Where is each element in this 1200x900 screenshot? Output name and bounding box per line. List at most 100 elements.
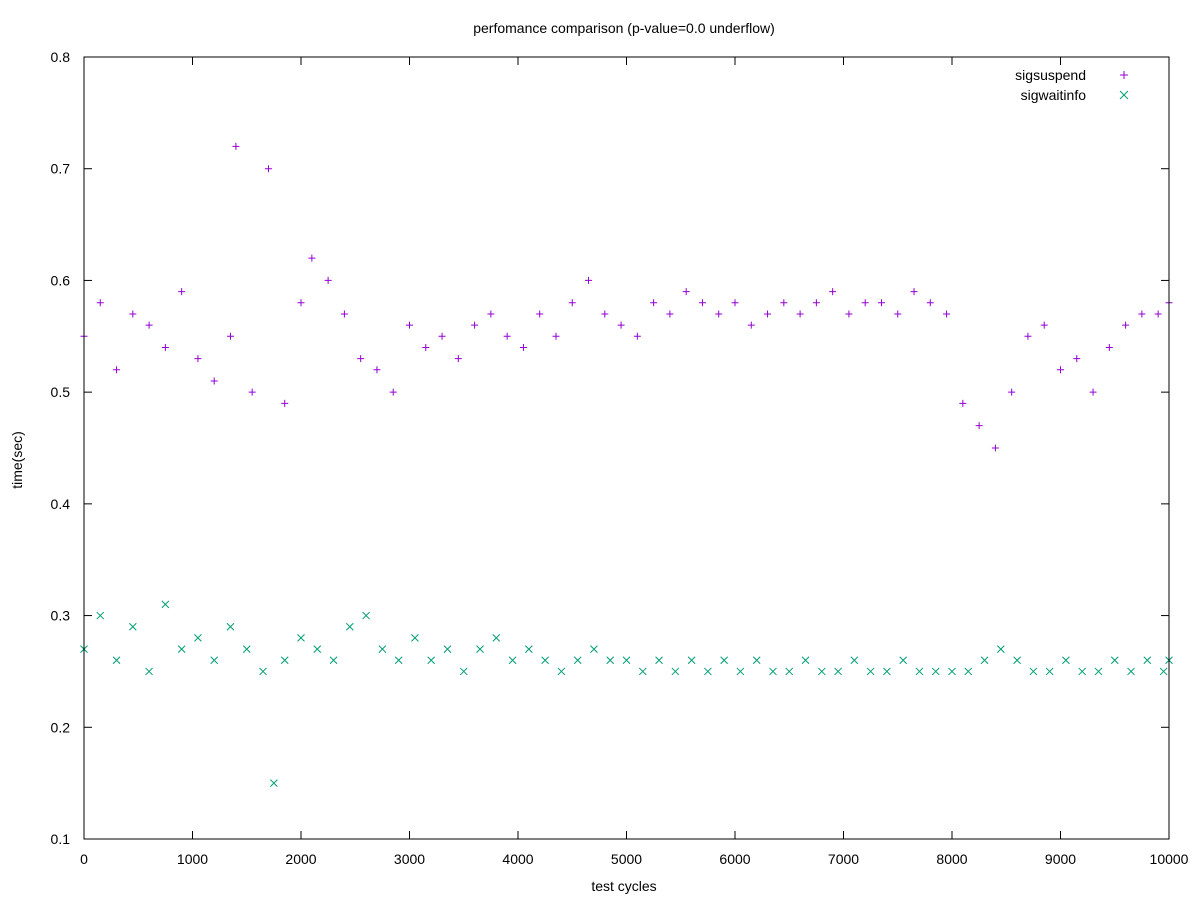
data-point xyxy=(226,622,235,631)
data-point xyxy=(373,366,381,374)
x-tick-labels: 0 1000 2000 3000 4000 5000 6000 7000 8000 9000 100… xyxy=(80,851,1189,867)
data-point xyxy=(471,321,479,329)
data-point xyxy=(427,656,436,665)
data-point xyxy=(585,276,593,284)
data-point xyxy=(606,656,615,665)
data-point xyxy=(177,645,186,653)
x-axis-title: test cycles xyxy=(591,878,656,894)
data-point xyxy=(557,667,566,676)
x-tick-label: 8000 xyxy=(936,851,967,867)
data-point xyxy=(747,321,755,329)
data-point xyxy=(764,310,772,318)
data-point xyxy=(232,142,240,150)
y-tick-label: 0.7 xyxy=(51,161,71,177)
data-point xyxy=(270,779,278,787)
data-point xyxy=(96,611,105,620)
data-point xyxy=(406,321,413,329)
y-tick-label: 0.4 xyxy=(51,496,71,512)
data-point xyxy=(752,656,761,665)
data-point xyxy=(943,310,951,318)
series-sigwaitinfo xyxy=(80,600,1173,787)
data-point xyxy=(340,310,348,318)
data-point xyxy=(894,310,902,318)
data-point xyxy=(1073,355,1081,363)
data-point xyxy=(720,656,729,665)
data-point xyxy=(915,667,924,676)
data-point xyxy=(1078,667,1087,676)
data-point xyxy=(975,422,983,430)
data-point xyxy=(443,645,452,653)
data-point xyxy=(931,667,940,676)
data-point xyxy=(411,634,419,642)
x-tick-label: 10000 xyxy=(1150,851,1189,867)
data-point xyxy=(1040,321,1048,329)
data-point xyxy=(812,299,820,307)
data-point xyxy=(357,355,365,363)
data-point xyxy=(996,645,1005,653)
data-point xyxy=(378,645,387,653)
data-point xyxy=(1024,332,1032,340)
data-point xyxy=(161,343,169,351)
data-point xyxy=(313,645,322,653)
data-point xyxy=(210,656,219,665)
legend-label-sigwaitinfo: sigwaitinfo xyxy=(1021,87,1087,103)
data-point xyxy=(715,310,723,318)
y-tick-label: 0.1 xyxy=(51,831,71,847)
data-point xyxy=(454,355,462,363)
data-point xyxy=(948,667,956,676)
x-tick-label: 5000 xyxy=(611,851,642,867)
legend-marker-sigsuspend xyxy=(1120,71,1128,79)
data-point xyxy=(329,656,338,665)
data-point xyxy=(666,310,674,318)
data-point xyxy=(1094,667,1103,676)
x-tick-label: 2000 xyxy=(285,851,316,867)
data-point xyxy=(324,276,332,284)
data-point xyxy=(573,656,582,665)
data-point xyxy=(633,332,641,340)
data-point xyxy=(655,656,663,665)
series-sigsuspend xyxy=(80,142,1173,452)
data-point xyxy=(601,310,609,318)
data-point xyxy=(1110,656,1119,665)
data-point xyxy=(541,656,549,665)
data-point xyxy=(780,299,788,307)
data-point xyxy=(682,288,690,296)
data-point xyxy=(964,667,973,676)
data-point xyxy=(459,667,468,676)
data-point xyxy=(1105,343,1113,351)
plot-frame xyxy=(83,56,1170,840)
data-point xyxy=(161,600,170,609)
data-point xyxy=(281,399,289,407)
data-point xyxy=(801,656,810,665)
y-tick-label: 0.2 xyxy=(51,719,71,735)
data-point xyxy=(226,332,234,340)
data-point xyxy=(698,299,706,307)
y-tick-label: 0.8 xyxy=(51,49,71,65)
data-point xyxy=(194,634,202,642)
legend-label-sigsuspend: sigsuspend xyxy=(1015,67,1086,83)
data-point xyxy=(622,656,631,665)
data-point xyxy=(1089,388,1097,396)
data-point xyxy=(242,645,251,653)
data-point xyxy=(113,366,121,374)
x-tick-label: 7000 xyxy=(828,851,859,867)
data-point xyxy=(1029,667,1038,676)
data-point xyxy=(877,299,885,307)
data-point xyxy=(883,667,891,676)
data-point xyxy=(259,667,267,676)
data-point xyxy=(785,667,794,676)
data-point xyxy=(297,299,305,307)
data-point xyxy=(438,332,446,340)
data-point xyxy=(568,299,576,307)
data-point xyxy=(617,321,625,329)
data-point xyxy=(264,165,272,173)
data-point xyxy=(861,299,869,307)
data-point xyxy=(1143,656,1152,665)
legend: sigsuspend sigwaitinfo xyxy=(1015,67,1129,103)
data-point xyxy=(1138,310,1146,318)
x-tick-label: 9000 xyxy=(1045,851,1076,867)
data-point xyxy=(834,667,842,676)
plot-points xyxy=(80,142,1173,787)
data-point xyxy=(845,310,853,318)
data-point xyxy=(1062,656,1070,665)
